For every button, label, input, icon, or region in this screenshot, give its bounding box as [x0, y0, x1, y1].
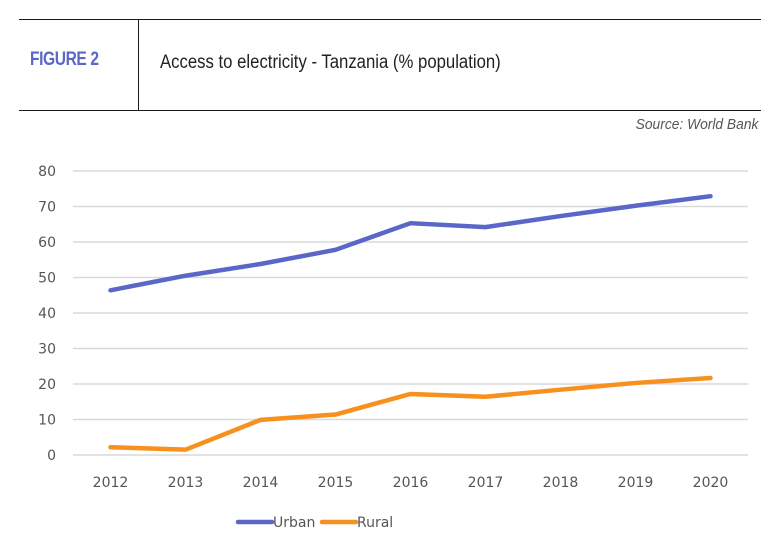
y-tick-label: 10: [38, 413, 56, 429]
x-tick-label: 2020: [693, 475, 729, 491]
header-divider: [138, 19, 139, 111]
x-tick-label: 2012: [93, 475, 129, 491]
legend: Urban Rural: [235, 515, 393, 531]
y-tick-label: 30: [38, 342, 56, 358]
legend-item-rural: Rural: [319, 515, 393, 531]
x-tick-label: 2013: [168, 475, 204, 491]
y-tick-label: 0: [47, 448, 56, 464]
gridlines: [73, 170, 748, 456]
y-tick-label: 60: [38, 235, 56, 251]
y-tick-label: 80: [38, 164, 56, 180]
x-tick-label: 2014: [243, 475, 279, 491]
legend-label: Rural: [357, 515, 393, 531]
legend-item-urban: Urban: [235, 515, 315, 531]
x-tick-label: 2018: [543, 475, 579, 491]
x-tick-label: 2015: [318, 475, 354, 491]
x-axis-ticks: 2012 2013 2014 2015 2016 2017 2018 2019 2020: [93, 475, 729, 491]
y-tick-label: 50: [38, 271, 56, 287]
x-tick-label: 2019: [618, 475, 654, 491]
legend-label: Urban: [273, 515, 315, 531]
x-tick-label: 2016: [393, 475, 429, 491]
header-bottom-rule: [19, 110, 761, 111]
figure-label: FIGURE 2: [30, 49, 99, 70]
y-tick-label: 70: [38, 200, 56, 216]
y-tick-label: 40: [38, 306, 56, 322]
series-line-rural: [108, 375, 713, 452]
source-note: Source: World Bank: [635, 116, 758, 133]
y-axis-ticks: 0 10 20 30 40 50 60 70 80: [38, 164, 56, 464]
series-lines: [108, 193, 713, 452]
y-tick-label: 20: [38, 377, 56, 393]
series-line-urban: [108, 193, 713, 293]
figure-title: Access to electricity - Tanzania (% popu…: [160, 52, 501, 73]
header-top-rule: [19, 19, 761, 20]
x-tick-label: 2017: [468, 475, 504, 491]
